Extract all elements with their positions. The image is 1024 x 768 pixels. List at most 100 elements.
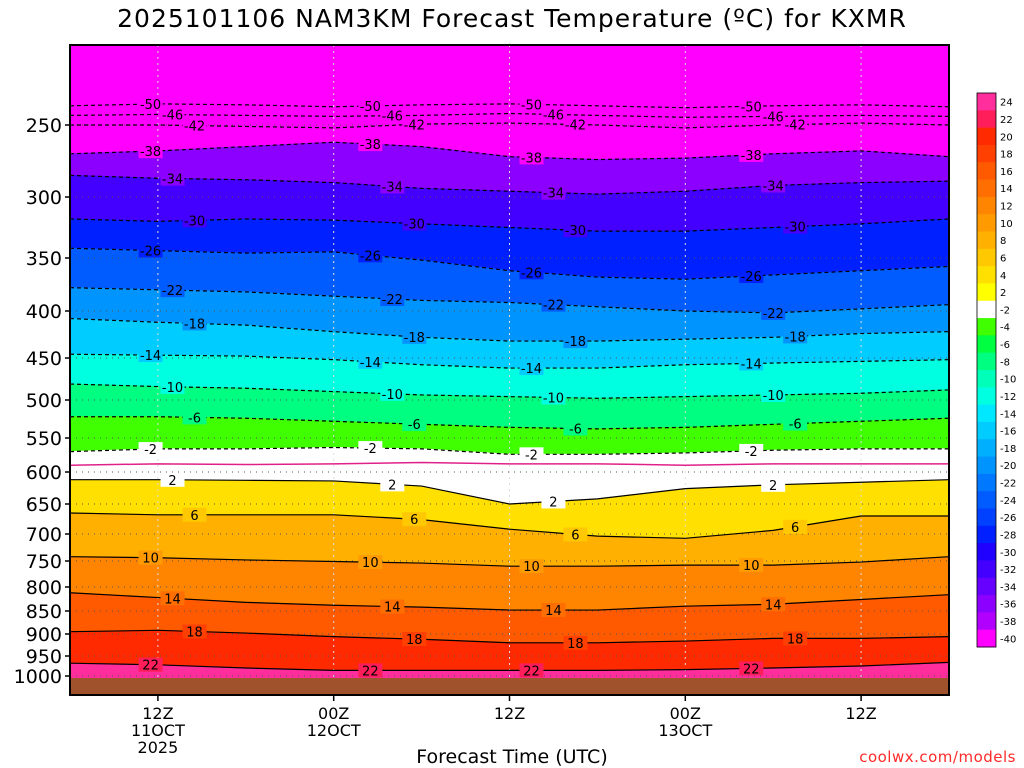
isotherm-label: -46 (543, 108, 564, 123)
isotherm-label-bg (739, 443, 764, 458)
isotherm-label: -10 (543, 391, 564, 406)
isotherm-label-bg (519, 559, 544, 574)
y-tick-label: 800 (26, 577, 62, 599)
colorbar-label: -28 (1000, 530, 1016, 541)
colorbar-swatch (977, 439, 996, 458)
x-axis-title: Forecast Time (UTC) (416, 746, 608, 768)
isotherm-label: -14 (140, 349, 161, 364)
x-tick-label: 12Z (142, 704, 173, 723)
isotherm-label: 2 (769, 479, 777, 494)
colorbar-swatch (977, 370, 996, 388)
isotherm-label: -30 (565, 224, 586, 239)
isotherm-label: -2 (525, 448, 538, 463)
isotherm-label: -42 (404, 118, 425, 133)
isotherm-label-bg (783, 329, 808, 344)
isotherm-label-bg (402, 216, 427, 231)
isotherm-label: 22 (743, 662, 760, 677)
colorbar: 24 22 20 18 16 14 12 10 8 6 4 2 -2 -4 -6 -8 -10 -12 -14 -16… (976, 92, 1016, 648)
isotherm-label-bg (563, 117, 588, 132)
isotherm-label-bg (541, 603, 566, 618)
colorbar-label: -18 (1000, 444, 1016, 455)
isotherm-label-bg (541, 297, 566, 312)
isotherm-label-bg (739, 661, 764, 676)
isotherm-label: -46 (382, 110, 403, 125)
colorbar-label: -12 (1000, 392, 1016, 403)
credit-link[interactable]: coolwx.com/models (859, 748, 1016, 766)
colorbar-swatch (977, 231, 996, 250)
isotherm-label-bg (380, 386, 405, 401)
isotherm-label: 22 (142, 659, 159, 674)
isotherm-label: -50 (140, 98, 161, 113)
isotherm-label-bg (783, 519, 808, 534)
isotherm-label-bg (519, 265, 544, 280)
isotherm-label: -46 (162, 109, 183, 124)
colorbar-label: 8 (1000, 236, 1006, 247)
colorbar-swatch (977, 93, 996, 111)
isotherm-label: -34 (543, 187, 564, 202)
colorbar-swatch (977, 162, 996, 181)
isotherm-label-bg (182, 316, 207, 331)
ground-surface (70, 678, 949, 695)
isotherm-label-bg (563, 527, 588, 542)
isotherm-label-bg (739, 558, 764, 573)
isotherm-label: -30 (404, 218, 425, 233)
colorbar-label: -2 (1000, 305, 1010, 316)
isotherm-label-bg (519, 447, 544, 462)
isotherm-label-bg (761, 109, 786, 124)
colorbar-swatch (977, 144, 996, 163)
isotherm-label: -26 (521, 266, 542, 281)
colorbar-swatch (977, 127, 996, 146)
colorbar-swatch (977, 577, 996, 596)
isotherm-label-bg (402, 632, 427, 647)
y-tick-label: 900 (26, 624, 62, 646)
isotherm-label: -18 (565, 335, 586, 350)
colorbar-swatch (977, 473, 996, 492)
isotherm-label-bg (182, 118, 207, 133)
isotherm-label-bg (541, 107, 566, 122)
isotherm-label: -38 (140, 145, 161, 160)
isotherm-label: -34 (382, 180, 403, 195)
isotherm-label: -22 (763, 307, 784, 322)
y-tick-label: 400 (26, 301, 62, 323)
isotherm-label-bg (402, 417, 427, 432)
x-tick-label: 00Z (318, 704, 349, 723)
isotherm-label-bg (380, 599, 405, 614)
isotherm-label-bg (160, 171, 185, 186)
y-axis: 2503003504004505005506006507007508008509… (14, 115, 70, 688)
isotherm-label: 18 (406, 633, 423, 648)
isotherm-label-bg (563, 334, 588, 349)
isotherm-label-bg (563, 635, 588, 650)
isotherm-line (70, 661, 949, 671)
isotherm-label: -22 (543, 299, 564, 314)
isotherm-label: -30 (184, 214, 205, 229)
isotherm-label-bg (138, 243, 163, 258)
isotherm-label: 18 (787, 632, 804, 647)
colorbar-swatch (977, 179, 996, 198)
isotherm-label: -10 (382, 388, 403, 403)
isotherm-label-bg (519, 663, 544, 678)
isotherm-label: -34 (763, 179, 784, 194)
colorbar-label: -36 (1000, 600, 1016, 611)
isotherm-label: -14 (521, 362, 542, 377)
colorbar-swatch (977, 387, 996, 406)
isotherm-label-bg (739, 269, 764, 284)
isotherm-label: -38 (741, 149, 762, 164)
isotherm-label-bg (541, 185, 566, 200)
x-tick-label: 12Z (845, 704, 876, 723)
x-tick-label: 12Z (494, 704, 525, 723)
isotherm-label-bg (402, 329, 427, 344)
isotherm-label-bg (182, 624, 207, 639)
isotherm-label: -6 (789, 418, 802, 433)
colorbar-swatch (977, 543, 996, 561)
isotherm-label: -6 (408, 418, 421, 433)
colorbar-label: -20 (1000, 461, 1016, 472)
colorbar-label: 22 (1000, 115, 1013, 126)
colorbar-label: -32 (1000, 565, 1016, 576)
colorbar-label: -30 (1000, 548, 1016, 559)
isotherm-label: 14 (164, 592, 181, 607)
y-tick-label: 850 (26, 601, 62, 623)
isotherm-line (70, 556, 949, 567)
isotherm-label: -18 (184, 317, 205, 332)
colorbar-swatch (977, 214, 996, 232)
colorbar-label: 18 (1000, 150, 1013, 161)
